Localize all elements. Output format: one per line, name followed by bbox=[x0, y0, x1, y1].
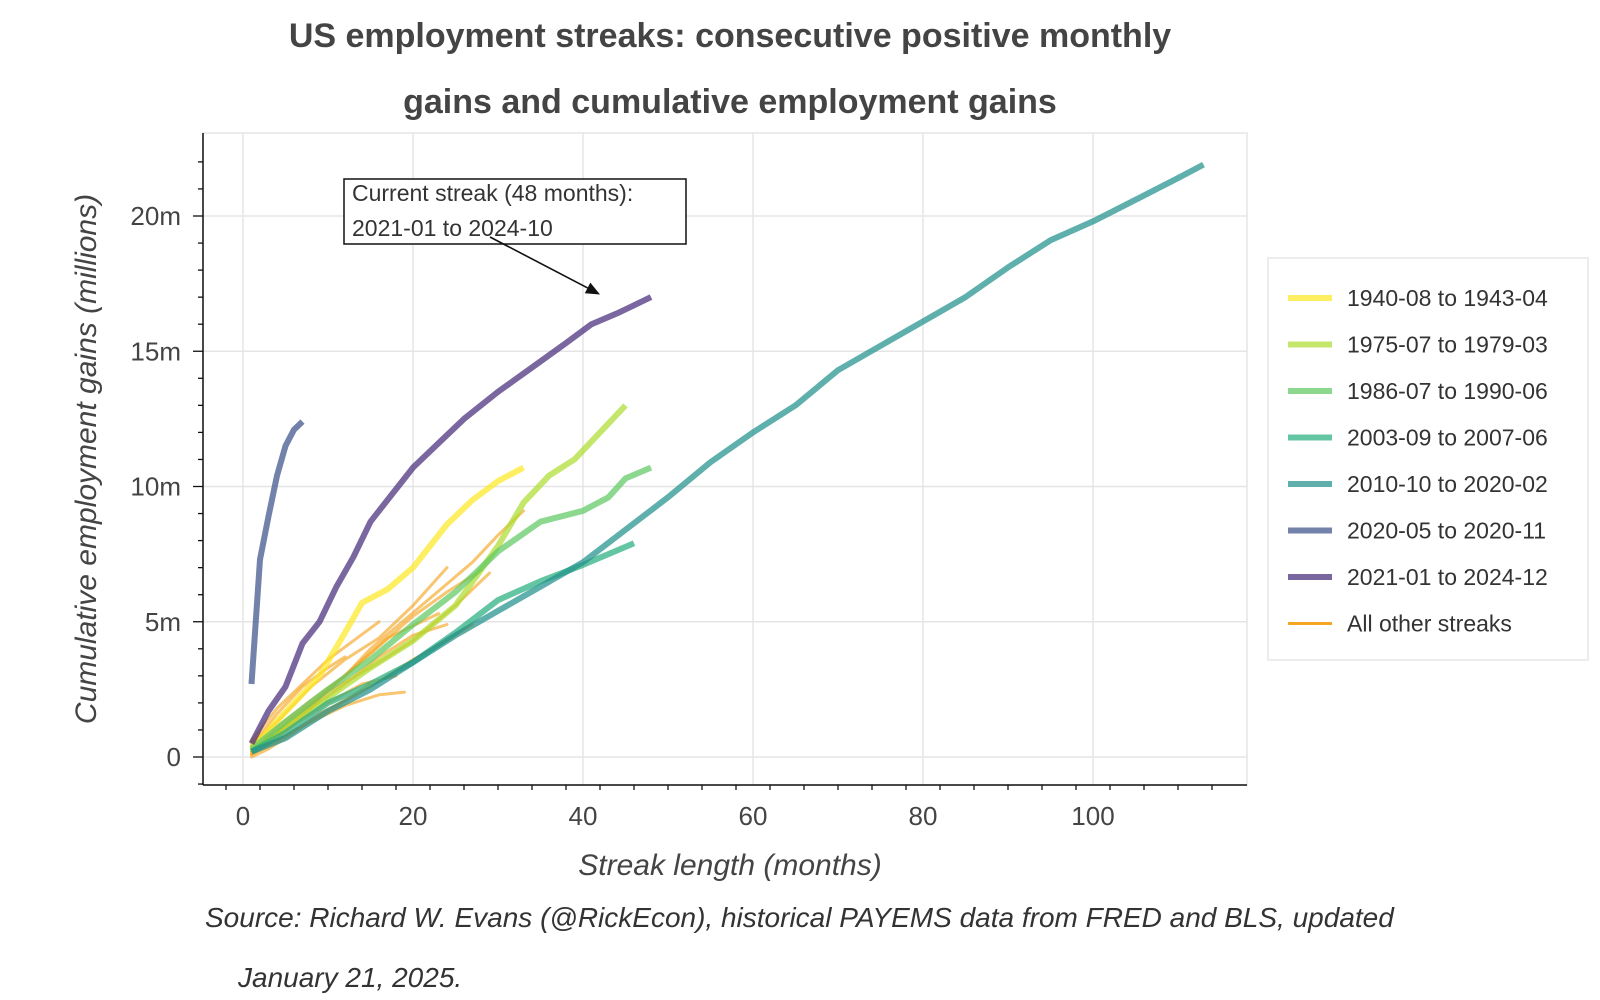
x-tick-label: 20 bbox=[399, 801, 428, 831]
source-line-1: Source: Richard W. Evans (@RickEcon), hi… bbox=[205, 902, 1395, 933]
legend-items: 1940-08 to 1943-04 1975-07 to 1979-03 1986… bbox=[1288, 285, 1548, 637]
annotation-line-1: Current streak (48 months): bbox=[352, 180, 633, 206]
legend-label: All other streaks bbox=[1347, 611, 1512, 637]
legend-label: 1986-07 to 1990-06 bbox=[1347, 378, 1548, 404]
x-tick-label: 80 bbox=[909, 801, 938, 831]
series-lines bbox=[248, 161, 1205, 759]
y-tick-label: 10m bbox=[130, 472, 181, 502]
annotation-line-2: 2021-01 to 2024-10 bbox=[352, 215, 553, 241]
series-line-3 bbox=[249, 464, 653, 752]
legend-label: 1975-07 to 1979-03 bbox=[1347, 332, 1548, 358]
annotation-arrow bbox=[489, 236, 588, 289]
annotation-arrowhead bbox=[584, 282, 600, 295]
x-axis-label: Streak length (months) bbox=[578, 849, 881, 882]
series-line-other-streak bbox=[250, 655, 347, 748]
x-tick-label: 0 bbox=[236, 801, 250, 831]
annotation: Current streak (48 months): 2021-01 to 2… bbox=[343, 178, 687, 295]
series-line-other-streak bbox=[250, 620, 381, 743]
series-line-7 bbox=[248, 294, 653, 745]
legend: 1940-08 to 1943-04 1975-07 to 1979-03 1986… bbox=[1267, 257, 1589, 661]
x-tick-label: 60 bbox=[739, 801, 768, 831]
series-line-6 bbox=[248, 419, 305, 685]
y-tick-label: 0 bbox=[167, 742, 181, 772]
x-tick-label: 100 bbox=[1071, 801, 1114, 831]
axes: 0 20 40 60 80 100 0 5m 10m 15m 20m bbox=[130, 133, 1247, 831]
chart-title-line-2: gains and cumulative employment gains bbox=[403, 83, 1057, 121]
chart-title-line-1: US employment streaks: consecutive posit… bbox=[289, 17, 1171, 55]
legend-box bbox=[1267, 257, 1589, 661]
legend-label: 2020-05 to 2020-11 bbox=[1347, 518, 1546, 544]
legend-label: 1940-08 to 1943-04 bbox=[1347, 285, 1548, 311]
series-line-1 bbox=[249, 464, 525, 751]
y-tick-label: 20m bbox=[130, 201, 181, 231]
legend-label: 2003-09 to 2007-06 bbox=[1347, 425, 1548, 451]
y-axis-label: Cumulative employment gains (millions) bbox=[70, 194, 103, 724]
y-tick-label: 15m bbox=[130, 336, 181, 366]
series-line-5 bbox=[250, 161, 1205, 755]
legend-label: 2010-10 to 2020-02 bbox=[1347, 471, 1548, 497]
source-line-2: January 21, 2025. bbox=[237, 962, 462, 993]
y-tick-label: 5m bbox=[145, 607, 181, 637]
x-tick-label: 40 bbox=[569, 801, 598, 831]
plot-area: 0 20 40 60 80 100 0 5m 10m 15m 20m bbox=[130, 132, 1248, 831]
annotation-box bbox=[343, 178, 687, 245]
legend-label: 2021-01 to 2024-12 bbox=[1347, 564, 1548, 590]
